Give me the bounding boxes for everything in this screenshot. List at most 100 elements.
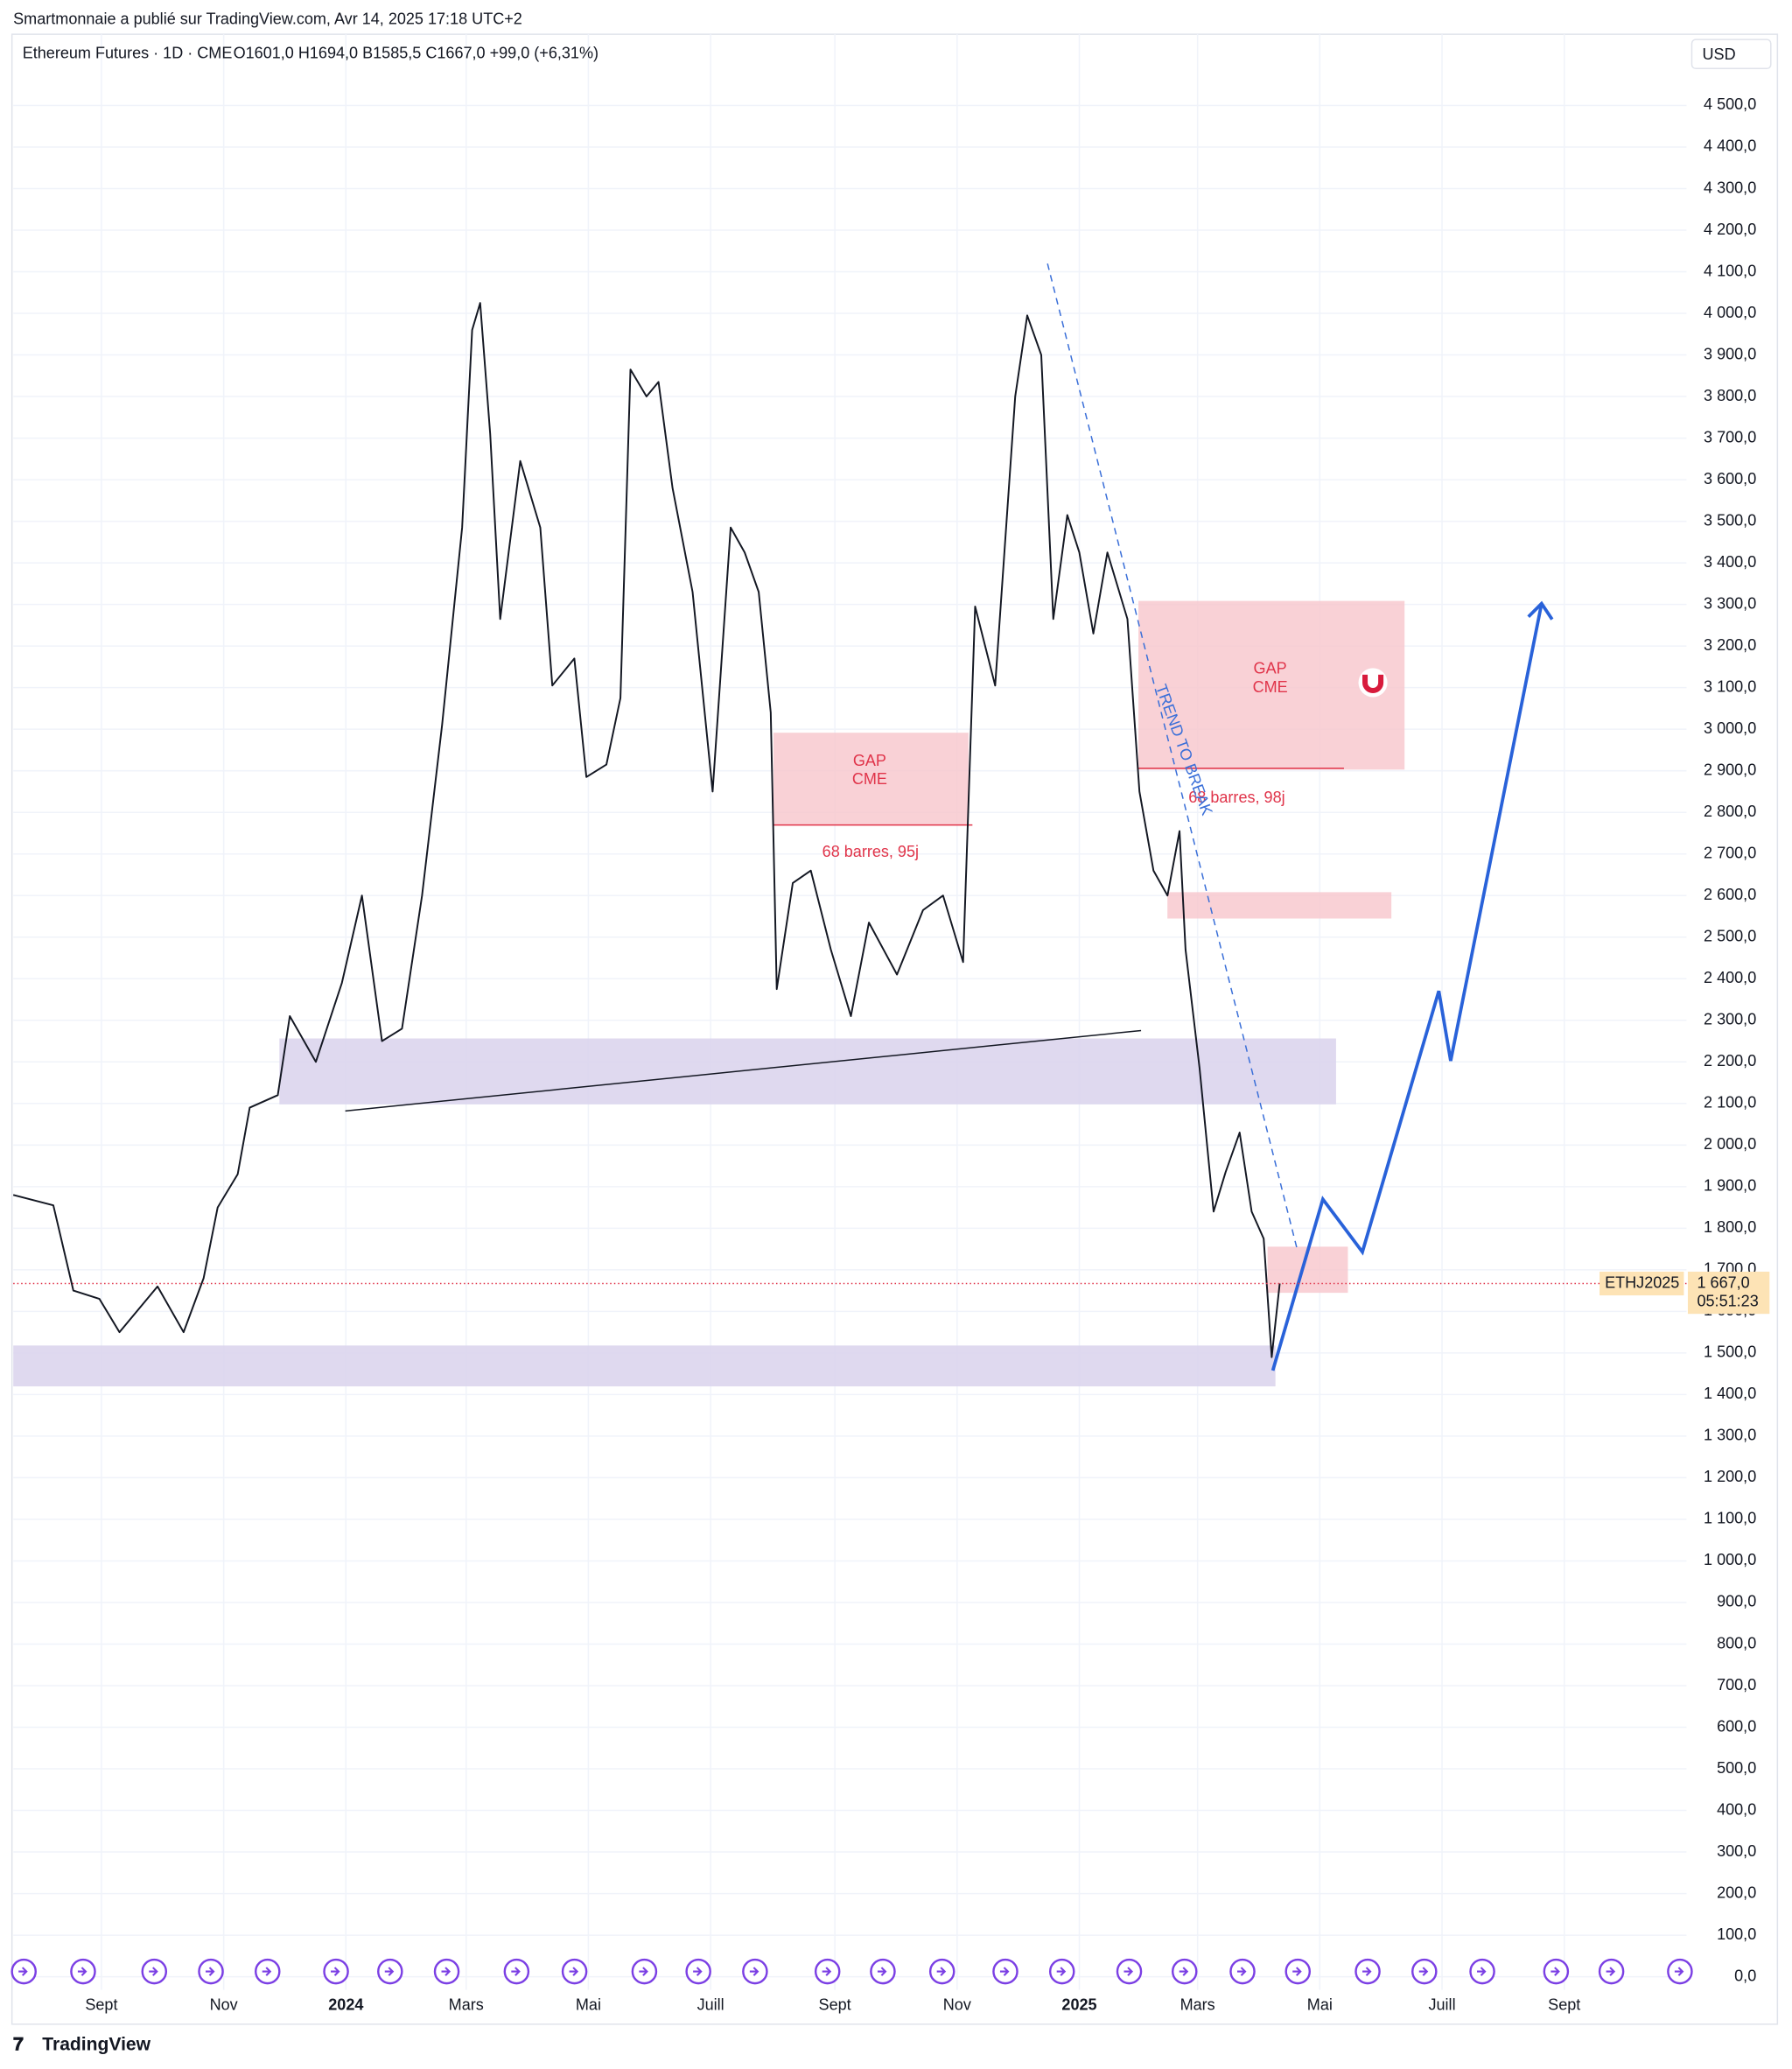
- event-icon: [511, 1967, 521, 1976]
- y-tick-label: 2 600,0: [1704, 886, 1756, 903]
- x-tick-label: 2024: [328, 1995, 363, 2013]
- gap-zone: [1167, 892, 1392, 919]
- y-tick-label: 4 400,0: [1704, 137, 1756, 155]
- y-tick-label: 1 900,0: [1704, 1177, 1756, 1195]
- event-icon: [77, 1967, 88, 1976]
- event-icon: [639, 1967, 648, 1976]
- y-tick-label: 2 900,0: [1704, 761, 1756, 778]
- event-icon: [936, 1967, 947, 1976]
- x-tick-label: 2025: [1061, 1995, 1096, 2013]
- y-tick-label: 3 700,0: [1704, 428, 1756, 445]
- y-tick-label: 2 400,0: [1704, 969, 1756, 986]
- event-icon: [1179, 1967, 1189, 1976]
- y-tick-label: 2 700,0: [1704, 844, 1756, 861]
- y-tick-label: 4 500,0: [1704, 95, 1756, 113]
- x-tick-label: Sept: [819, 1995, 851, 2013]
- event-icon: [1056, 1967, 1067, 1976]
- y-tick-label: 2 000,0: [1704, 1135, 1756, 1153]
- y-tick-label: 500,0: [1717, 1759, 1756, 1777]
- symbol: Ethereum Futures · 1D · CME: [23, 45, 233, 62]
- y-tick-label: 2 100,0: [1704, 1094, 1756, 1112]
- y-tick-label: 1 500,0: [1704, 1343, 1756, 1361]
- event-icon: [999, 1967, 1010, 1976]
- event-icon: [1418, 1967, 1429, 1976]
- publisher: Smartmonnaie a publié sur TradingView.co…: [13, 10, 522, 27]
- brand: TradingView: [42, 2034, 150, 2054]
- x-tick-label: Mars: [449, 1995, 484, 2013]
- y-tick-label: 1 400,0: [1704, 1385, 1756, 1402]
- x-tick-label: Juill: [1428, 1995, 1455, 2013]
- y-tick-label: 800,0: [1717, 1634, 1756, 1652]
- event-icon: [149, 1967, 158, 1976]
- y-tick-label: 2 500,0: [1704, 928, 1756, 945]
- x-tick-label: Nov: [210, 1995, 238, 2013]
- trend-line: [1046, 263, 1298, 1252]
- x-tick-label: Sept: [85, 1995, 117, 2013]
- y-tick-label: 4 300,0: [1704, 179, 1756, 196]
- gap-label: CME: [1253, 678, 1288, 696]
- event-icon: [569, 1967, 579, 1976]
- y-tick-label: 4 000,0: [1704, 304, 1756, 321]
- y-tick-label: 200,0: [1717, 1883, 1756, 1901]
- y-tick-label: 700,0: [1717, 1676, 1756, 1694]
- x-tick-label: Nov: [943, 1995, 971, 2013]
- x-tick-label: Mai: [1307, 1995, 1333, 2013]
- price-line: [12, 302, 1281, 1358]
- y-tick-label: 3 500,0: [1704, 511, 1756, 529]
- y-tick-label: 4 100,0: [1704, 262, 1756, 279]
- range-label: 68 barres, 95j: [822, 843, 919, 860]
- y-tick-label: 3 900,0: [1704, 345, 1756, 362]
- event-icon: [1292, 1967, 1302, 1976]
- y-tick-label: 3 100,0: [1704, 677, 1756, 695]
- event-icon: [1606, 1967, 1616, 1976]
- y-tick-label: 4 200,0: [1704, 221, 1756, 238]
- event-icon: [205, 1967, 215, 1976]
- x-tick-label: Mai: [576, 1995, 601, 2013]
- event-icon: [693, 1967, 703, 1976]
- y-tick-label: 3 200,0: [1704, 636, 1756, 654]
- gap-label: GAP: [1254, 660, 1287, 677]
- y-tick-label: 2 800,0: [1704, 803, 1756, 820]
- y-tick-label: 1 200,0: [1704, 1468, 1756, 1485]
- y-tick-label: 3 400,0: [1704, 553, 1756, 571]
- x-tick-label: Juill: [697, 1995, 724, 2013]
- projection: [1270, 603, 1544, 1371]
- event-icon: [1477, 1967, 1487, 1976]
- y-tick-label: 300,0: [1717, 1842, 1756, 1860]
- event-icon: [1550, 1967, 1560, 1976]
- price-tag-text: 1 667,0: [1697, 1273, 1749, 1291]
- event-icon: [1236, 1967, 1247, 1976]
- y-tick-label: 0,0: [1734, 1967, 1756, 1984]
- x-tick-label: Sept: [1548, 1995, 1580, 2013]
- event-icon: [822, 1967, 832, 1976]
- event-icon: [1674, 1967, 1684, 1976]
- event-icon: [441, 1967, 452, 1976]
- symbol-tag-text: ETHJ2025: [1605, 1273, 1679, 1291]
- y-tick-label: 3 300,0: [1704, 594, 1756, 612]
- event-icon: [1362, 1967, 1372, 1976]
- y-tick-label: 3 600,0: [1704, 470, 1756, 487]
- frame: [10, 33, 1779, 2025]
- gap-label: GAP: [853, 752, 886, 769]
- y-tick-label: 1 000,0: [1704, 1551, 1756, 1568]
- y-tick-label: 2 300,0: [1704, 1011, 1756, 1028]
- gap-label: CME: [852, 770, 887, 788]
- range-label: 68 barres, 98j: [1188, 789, 1284, 806]
- projection-arrow: [1527, 600, 1554, 621]
- y-tick-label: 900,0: [1717, 1593, 1756, 1610]
- ohlc: O1601,0 H1694,0 B1585,5 C1667,0 +99,0 (+…: [234, 45, 598, 62]
- event-icon: [262, 1967, 272, 1976]
- trend-line: [345, 1029, 1142, 1112]
- countdown: 05:51:23: [1697, 1292, 1758, 1309]
- gap-zone: [773, 733, 969, 825]
- event-icon: [1124, 1967, 1134, 1976]
- x-tick-label: Mars: [1180, 1995, 1215, 2013]
- y-tick-label: 3 000,0: [1704, 719, 1756, 737]
- event-icon: [331, 1967, 340, 1976]
- y-tick-label: 2 200,0: [1704, 1052, 1756, 1070]
- currency-box[interactable]: [1690, 39, 1772, 70]
- currency[interactable]: USD: [1703, 46, 1736, 63]
